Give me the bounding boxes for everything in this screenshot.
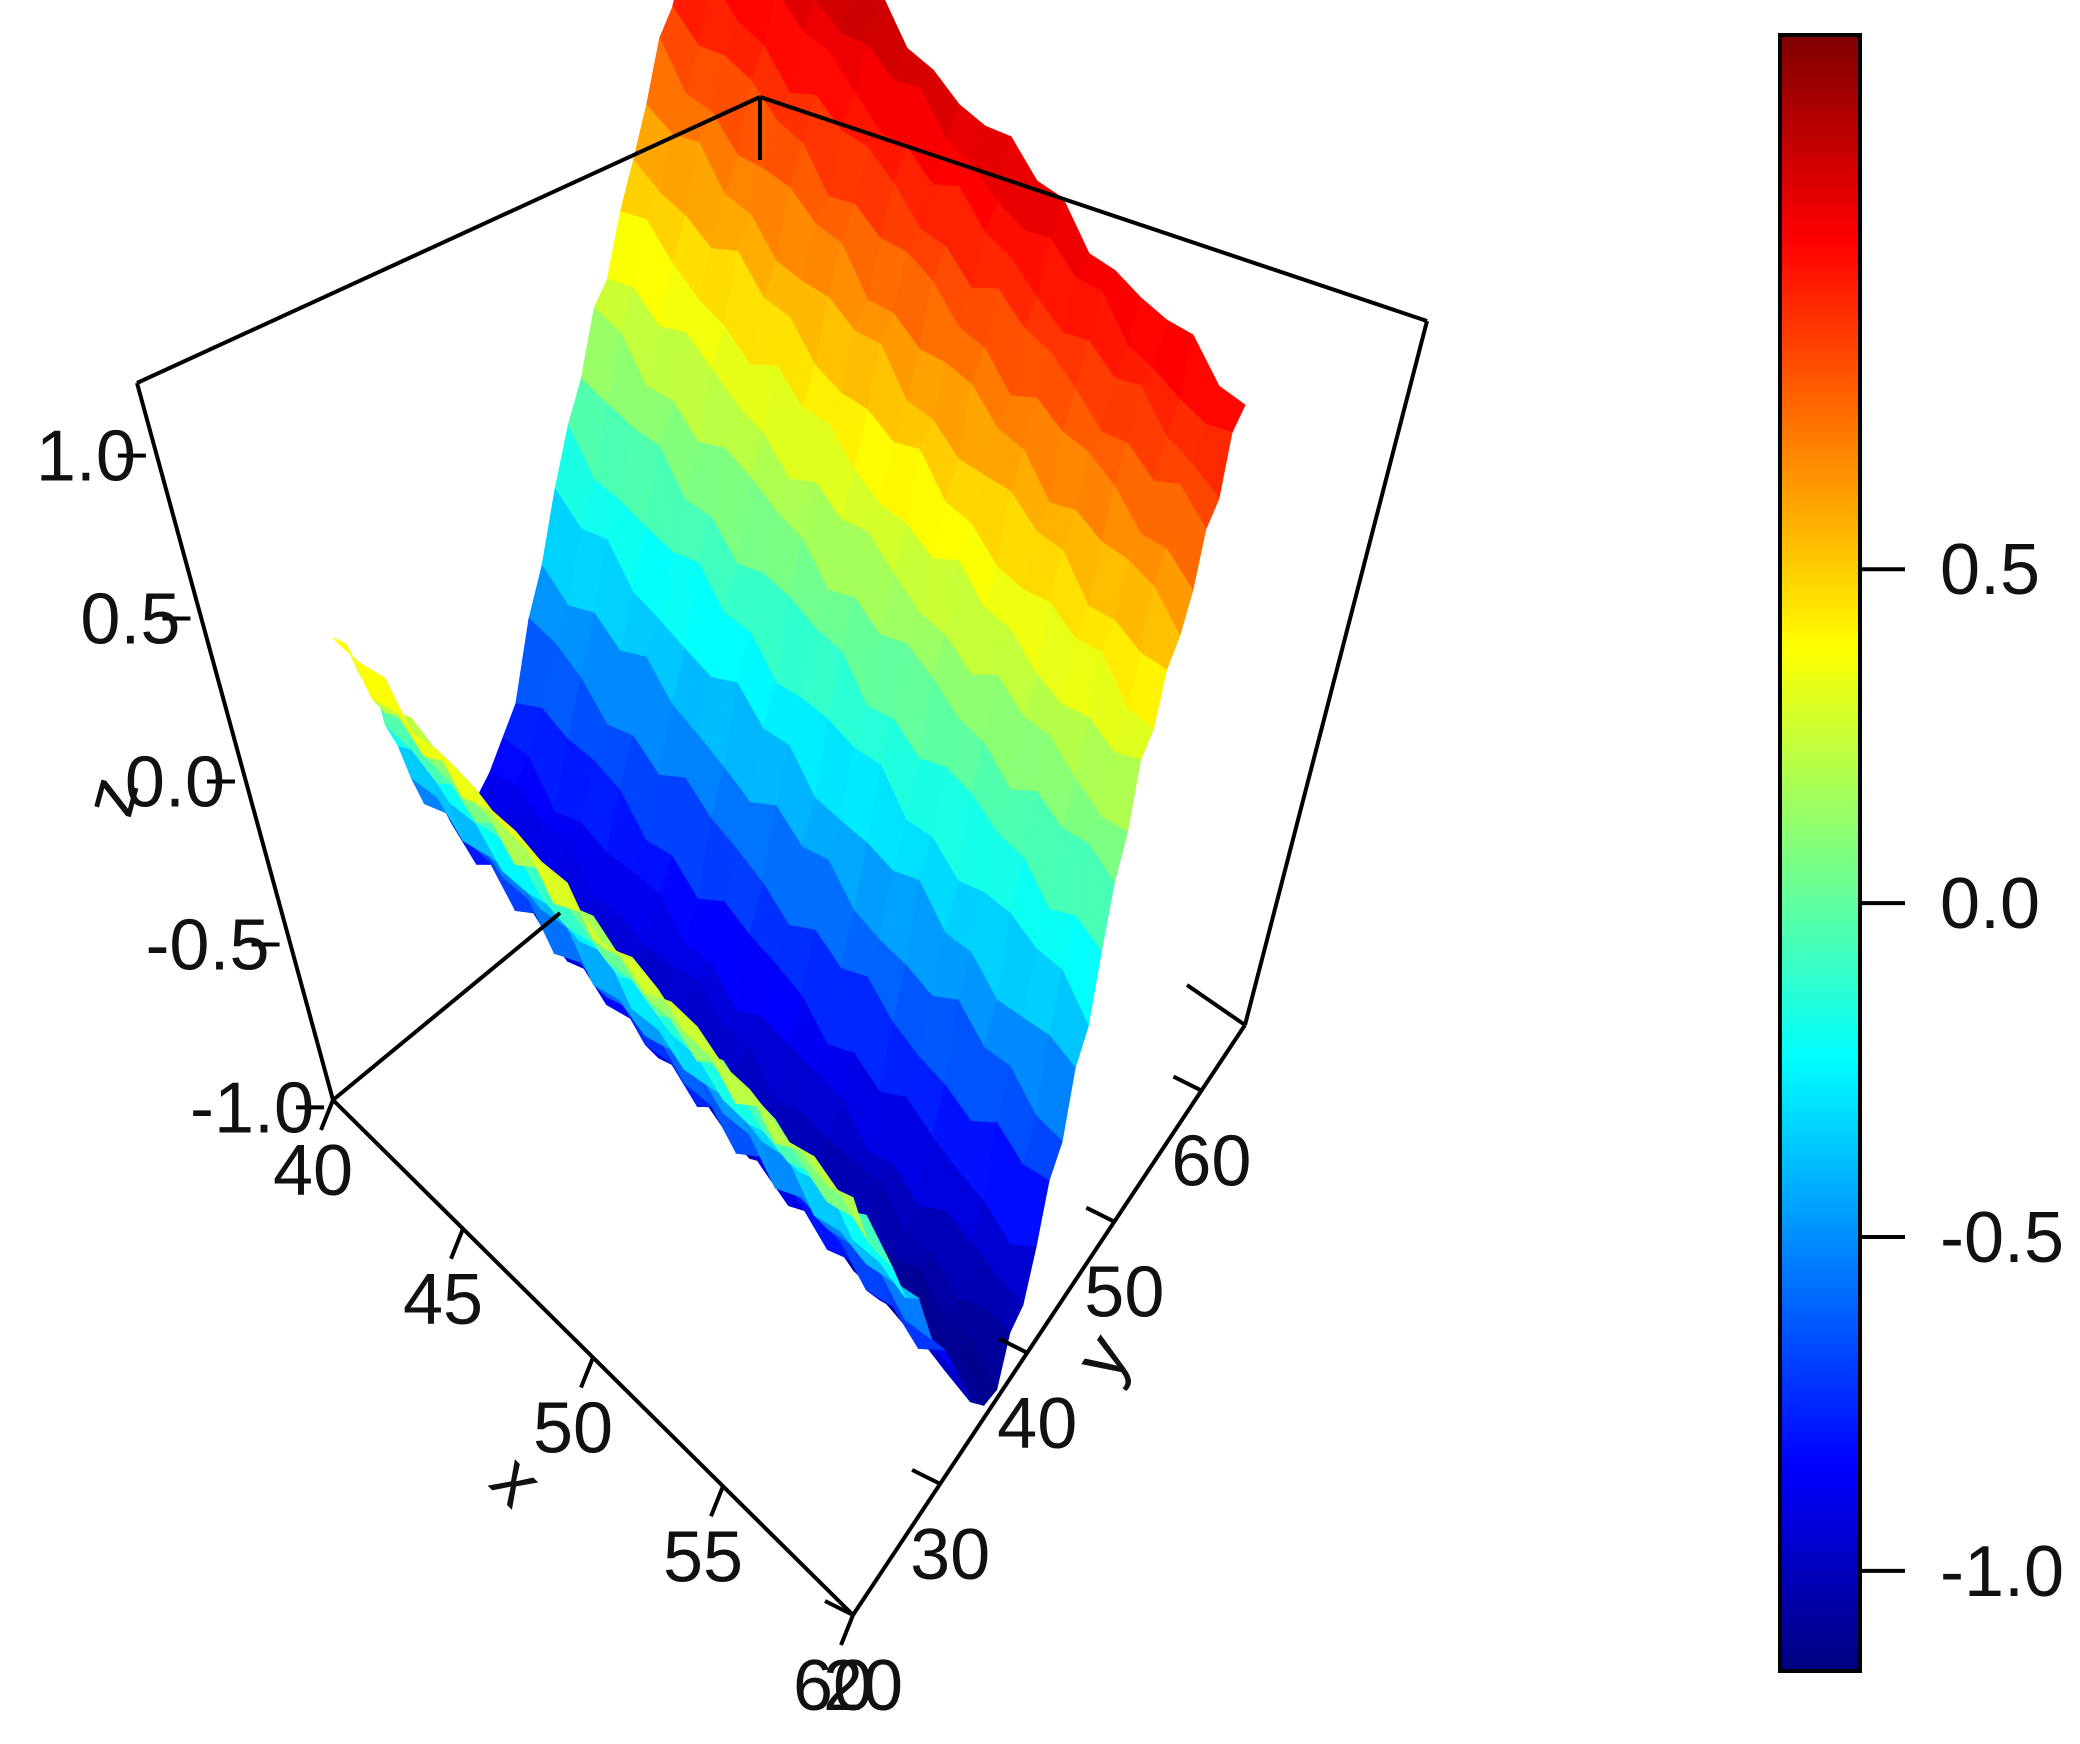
colorbar-tick-label: 0.0 [1940,864,2040,944]
x-tick-label: 50 [533,1389,613,1469]
colorbar-tick-label: -0.5 [1940,1198,2064,1278]
colorbar-tick-label: -1.0 [1940,1532,2064,1612]
z-tick-label: -1.0 [190,1068,314,1148]
x-tick [449,1228,465,1260]
surface-patch [826,1184,867,1239]
y-tick [1172,1074,1203,1093]
x-axis-title: x [476,1440,558,1522]
y-tick-label: 60 [1171,1122,1251,1202]
z-tick-label: 0.0 [125,743,225,823]
box-edge-right-vertical [1243,320,1429,1026]
y-tick [1085,1205,1116,1224]
colorbar-tick-label: 0.5 [1940,530,2040,610]
y-tick [824,1599,854,1617]
x-tick [709,1485,725,1517]
z-tick-label: -0.5 [145,905,269,985]
x-axis: 40 45 50 55 60 [273,1099,873,1726]
x-tick-label: 60 [793,1646,873,1726]
colorbar: -1.0 -0.5 0.0 0.5 [1778,33,2064,1673]
z-tick-label: 0.5 [80,580,180,660]
y-tick-label: 20 [823,1646,903,1726]
y-tick [998,1336,1029,1355]
box-edge-top-left [136,95,761,385]
x-tick-label: 40 [273,1131,353,1211]
y-tick [911,1468,942,1486]
box-edge-bottom-right [1185,983,1247,1027]
z-tick-label: 1.0 [36,417,136,497]
x-tick-label: 55 [663,1517,743,1597]
x-tick [839,1614,855,1646]
x-tick [319,1099,335,1131]
colorbar-rect [1778,33,1862,1673]
y-tick-label: 40 [997,1384,1077,1464]
surface-mesh [332,0,1246,1407]
y-tick-label: 30 [910,1515,990,1595]
box-edge-top-right [759,95,1428,323]
plot-box [135,95,1429,1617]
z-axis: -1.0 -0.5 0.0 0.5 1.0 [36,417,325,1148]
y-axis-line [851,1023,1247,1617]
x-tick-label: 45 [403,1260,483,1340]
box-edge-bottom-back [331,911,562,1102]
y-tick-label: 50 [1084,1253,1164,1333]
x-tick [579,1356,595,1389]
box-edge-left-vertical [135,382,335,1101]
